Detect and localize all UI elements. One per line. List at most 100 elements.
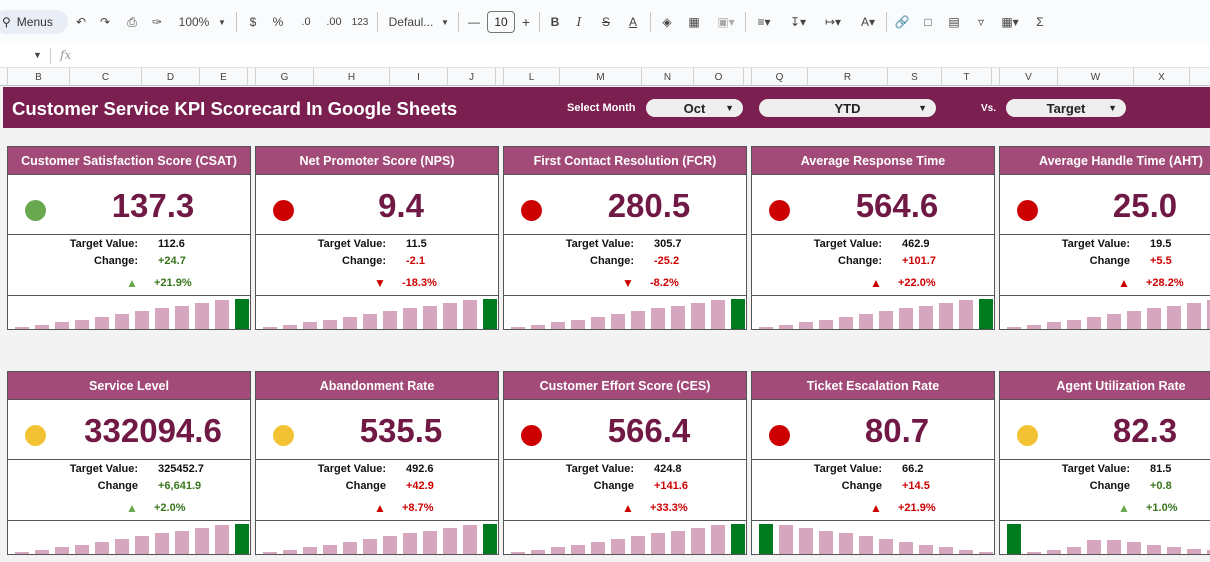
chevron-down-icon[interactable]: ▼ xyxy=(218,17,226,27)
column-header-cell[interactable]: W xyxy=(1058,68,1134,86)
divider xyxy=(377,12,378,32)
zoom-select[interactable]: 100% xyxy=(176,11,212,33)
column-header-cell[interactable]: G xyxy=(256,68,314,86)
sparkline-bar xyxy=(175,306,189,329)
column-header-cell[interactable]: M xyxy=(560,68,642,86)
column-header-cell[interactable]: Q xyxy=(752,68,808,86)
borders-icon[interactable]: ▦ xyxy=(688,15,700,29)
redo-icon[interactable]: ↷ xyxy=(99,15,111,29)
sparkline-bar xyxy=(463,300,477,329)
merge-cells-icon[interactable]: ▣▾ xyxy=(717,15,735,29)
column-header-cell[interactable] xyxy=(1190,68,1210,86)
bold-icon[interactable]: B xyxy=(550,15,560,29)
column-header-cell[interactable]: C xyxy=(70,68,142,86)
paint-format-icon[interactable]: ✑ xyxy=(151,15,163,29)
sparkline-bar xyxy=(939,547,953,554)
column-header-cell[interactable]: S xyxy=(888,68,942,86)
insert-chart-icon[interactable]: ▤ xyxy=(948,15,960,29)
sparkline-bar xyxy=(899,308,913,329)
divider xyxy=(8,234,250,235)
column-header-cell[interactable]: V xyxy=(1000,68,1058,86)
kpi-title: Average Response Time xyxy=(752,147,994,175)
comparison-dropdown[interactable]: Target ▼ xyxy=(1006,99,1126,117)
sparkline-bar xyxy=(235,299,249,329)
divider xyxy=(256,520,498,521)
insert-comment-icon[interactable]: □ xyxy=(924,15,932,29)
text-wrap-icon[interactable]: ↦▾ xyxy=(824,15,842,29)
column-header-cell[interactable] xyxy=(496,68,504,86)
currency-button[interactable]: $ xyxy=(247,11,259,33)
sparkline-bar xyxy=(919,545,933,554)
font-size-input[interactable]: 10 xyxy=(487,11,515,33)
increase-font-icon[interactable]: + xyxy=(521,14,531,30)
kpi-title: Service Level xyxy=(8,372,250,400)
column-header-cell[interactable]: X xyxy=(1134,68,1190,86)
divider xyxy=(504,459,746,460)
undo-icon[interactable]: ↶ xyxy=(75,15,87,29)
print-icon[interactable]: ⎙ xyxy=(127,14,137,29)
currency-label: $ xyxy=(249,15,257,29)
number-format-label: 123 xyxy=(351,16,369,28)
text-rotation-icon[interactable]: A▾ xyxy=(860,15,876,29)
percent-button[interactable]: % xyxy=(271,11,285,33)
font-value: Defaul... xyxy=(388,15,434,29)
period-dropdown[interactable]: YTD ▼ xyxy=(759,99,936,117)
column-header-cell[interactable]: E xyxy=(200,68,248,86)
fill-color-icon[interactable]: ◈ xyxy=(662,15,672,29)
sparkline-bar xyxy=(651,533,665,554)
text-color-icon[interactable]: A xyxy=(628,15,637,29)
decrease-decimal-button[interactable]: .0 xyxy=(296,11,316,33)
column-header-cell[interactable]: D xyxy=(142,68,200,86)
target-label: Target Value: xyxy=(317,238,386,250)
column-header-cell[interactable]: R xyxy=(808,68,888,86)
column-header-cell[interactable]: O xyxy=(694,68,744,86)
sparkline-bar xyxy=(75,545,89,554)
sparkline-bar xyxy=(919,306,933,329)
decrease-font-icon[interactable]: — xyxy=(468,15,480,29)
status-indicator-icon xyxy=(273,200,294,221)
month-dropdown[interactable]: Oct ▼ xyxy=(646,99,743,117)
chevron-down-icon[interactable]: ▼ xyxy=(441,17,449,27)
column-header-cell[interactable]: N xyxy=(642,68,694,86)
target-value: 112.6 xyxy=(158,238,185,250)
font-size-value: 10 xyxy=(494,15,508,29)
sparkline-bar xyxy=(1027,552,1041,554)
column-header-cell[interactable]: B xyxy=(8,68,70,86)
kpi-card: Average Handle Time (AHT) 25.0 Target Valu… xyxy=(999,146,1210,330)
vertical-align-icon[interactable]: ↧▾ xyxy=(789,15,807,29)
italic-icon[interactable]: I xyxy=(576,15,582,29)
font-select[interactable]: Defaul... xyxy=(386,11,436,33)
target-label: Target Value: xyxy=(813,463,882,475)
column-header-cell[interactable]: I xyxy=(390,68,448,86)
sparkline-bar xyxy=(819,531,833,554)
column-header-cell[interactable]: J xyxy=(448,68,496,86)
column-header-cell[interactable]: H xyxy=(314,68,390,86)
sparkline-bar xyxy=(1127,311,1141,329)
sparkline-bar xyxy=(799,528,813,554)
target-value: 492.6 xyxy=(406,463,434,475)
search-icon: ⚲ xyxy=(2,15,11,29)
page-title: Customer Service KPI Scorecard In Google… xyxy=(12,98,458,119)
filter-icon[interactable]: ▿ xyxy=(977,15,985,29)
column-header-cell[interactable]: T xyxy=(942,68,992,86)
filter-views-icon[interactable]: ▦▾ xyxy=(1001,15,1019,29)
increase-decimal-button[interactable]: .00 xyxy=(322,11,346,33)
name-box-chevron-icon[interactable]: ▼ xyxy=(33,50,42,60)
column-header-cell[interactable] xyxy=(248,68,256,86)
column-header-cell[interactable]: L xyxy=(504,68,560,86)
divider xyxy=(1000,295,1210,296)
insert-link-icon[interactable]: 🔗 xyxy=(894,15,910,29)
sparkline-bar xyxy=(35,550,49,554)
status-indicator-icon xyxy=(273,425,294,446)
menus-button[interactable]: ⚲ Menus xyxy=(0,10,68,34)
kpi-card: Agent Utilization Rate 82.3 Target Value: 8… xyxy=(999,371,1210,555)
horizontal-align-icon[interactable]: ≡▾ xyxy=(757,15,771,29)
trend-down-icon: ▼ xyxy=(622,276,634,290)
column-header-cell[interactable] xyxy=(0,68,8,86)
number-format-button[interactable]: 123 xyxy=(350,11,370,33)
strikethrough-icon[interactable]: S xyxy=(601,15,610,29)
column-header-cell[interactable] xyxy=(992,68,1000,86)
functions-icon[interactable]: Σ xyxy=(1036,15,1044,29)
column-header-cell[interactable] xyxy=(744,68,752,86)
change-percent: +28.2% xyxy=(1146,277,1184,289)
